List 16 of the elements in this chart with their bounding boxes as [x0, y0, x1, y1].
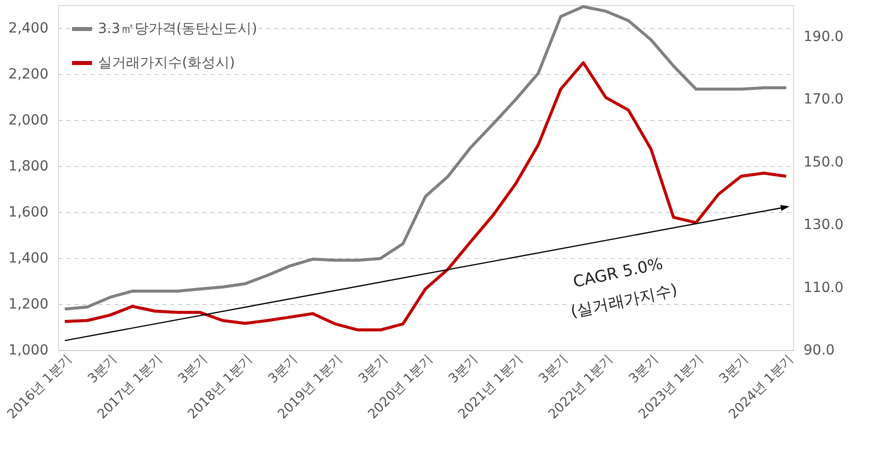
y-tick-label: 2,400: [8, 20, 48, 36]
y2-tick-label: 190.0: [804, 28, 844, 45]
y2-tick-label: 170.0: [804, 92, 844, 108]
y-tick-label: 1,000: [8, 342, 48, 358]
y-tick-label: 1,400: [8, 250, 48, 266]
y-tick-label: 1,800: [8, 158, 48, 174]
y-tick-label: 2,200: [8, 66, 48, 82]
y2-tick-label: 150.0: [804, 154, 844, 170]
legend-label: 실거래가지수(화성시): [98, 55, 235, 71]
y2-tick-label: 130.0: [804, 217, 844, 234]
y-tick-label: 1,600: [8, 204, 48, 220]
y2-tick-label: 110.0: [804, 280, 844, 296]
y-tick-label: 1,200: [8, 296, 48, 312]
y2-tick-label: 90.0: [804, 342, 835, 358]
legend-label: 3.3㎡당가격(동탄신도시): [98, 21, 258, 37]
y-tick-label: 2,000: [8, 112, 48, 128]
